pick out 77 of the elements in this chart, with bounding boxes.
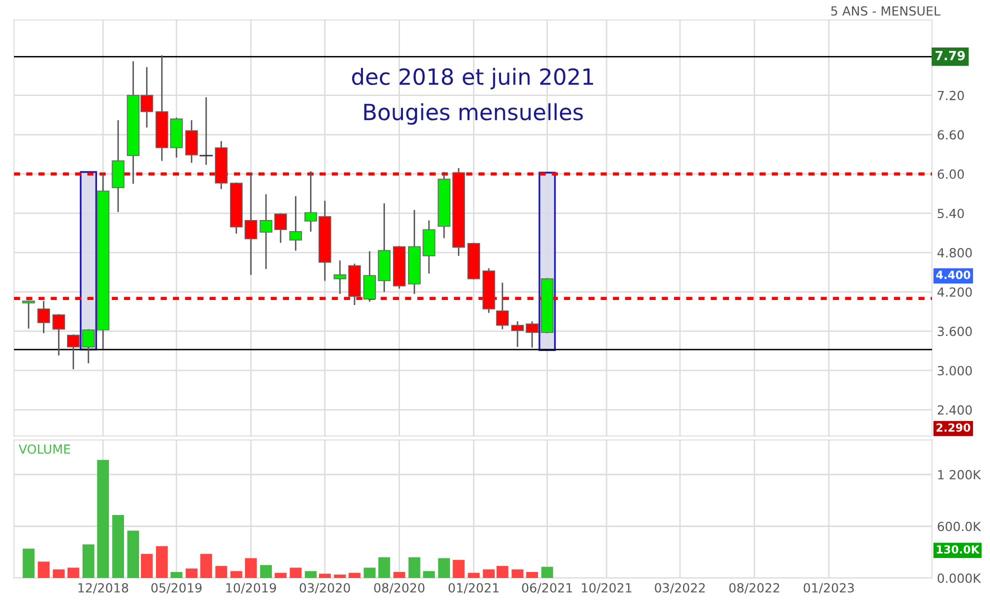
bar (512, 569, 524, 578)
bar (127, 530, 140, 578)
bar (170, 572, 182, 578)
ref-line-label: 7.79 (936, 50, 965, 60)
annotation: dec 2018 et juin 2021 (352, 68, 594, 90)
candlestick (22, 300, 35, 329)
x-tick-label: 01/2021 (448, 583, 499, 594)
text: 5 ANS - MENSUEL (831, 6, 940, 16)
y-tick-label: 7.20 (938, 90, 964, 100)
y-tick-label: 6.60 (938, 130, 964, 140)
bar (260, 565, 272, 578)
candlestick (274, 213, 287, 243)
text: 130.0K (936, 545, 980, 554)
chart-title: VOLUME (18, 444, 70, 454)
x-tick-label: 10/2021 (582, 583, 632, 594)
bar (496, 566, 508, 578)
y-tick-label: 4.200 (937, 287, 972, 297)
bar (393, 572, 406, 578)
text: 4.400 (936, 270, 970, 280)
bar (541, 566, 554, 578)
bar (97, 460, 109, 578)
bar (82, 544, 94, 578)
y-tick-label: 600.0K (938, 522, 982, 532)
bar (186, 568, 198, 578)
x-tick-label: 08/2022 (729, 583, 780, 594)
bar (215, 566, 228, 578)
bar (408, 557, 420, 578)
bar (156, 546, 168, 578)
y-tick-label: 3.000 (938, 366, 972, 376)
bar (364, 568, 376, 578)
bar (200, 554, 212, 578)
y-tick-label: 0.000K (938, 573, 982, 583)
x-tick-label: 01/2023 (804, 583, 854, 594)
x-tick-label: 06/2021 (522, 583, 572, 594)
bar (452, 560, 465, 578)
bar (230, 571, 242, 578)
annotation: Bougies mensuelles (364, 103, 583, 125)
x-tick-label: 08/2020 (374, 583, 424, 594)
candlestick (289, 196, 302, 251)
candlestick (260, 194, 272, 269)
y-tick-label: 6.00 (938, 169, 964, 179)
candlestick (52, 314, 66, 356)
bar (274, 572, 287, 578)
bar (318, 574, 331, 578)
x-tick-label: 03/2020 (300, 583, 350, 594)
bar (423, 571, 435, 578)
bar (112, 515, 124, 578)
x-tick-label: 10/2019 (226, 583, 276, 594)
y-tick-label: 5.40 (938, 208, 964, 218)
bar (22, 548, 35, 578)
bar (245, 558, 257, 578)
x-tick-label: 05/2019 (151, 583, 202, 594)
bar (468, 572, 480, 578)
bar (304, 571, 317, 578)
y-tick-label: 2.400 (938, 405, 972, 415)
candlestick (526, 321, 538, 348)
candlestick (363, 251, 376, 302)
candlestick (511, 321, 524, 347)
bar (334, 574, 346, 578)
candlestick (67, 334, 80, 370)
y-tick-label: 1 200K (938, 470, 982, 480)
x-tick-label: 12/2018 (78, 583, 128, 594)
bar (52, 569, 65, 578)
bar (438, 558, 450, 578)
y-tick-label: 4.800 (937, 248, 972, 258)
bar (526, 572, 538, 578)
bar (348, 572, 360, 578)
bar (67, 568, 80, 578)
y-tick-label: 3.600 (938, 326, 972, 336)
bar (482, 569, 495, 578)
candlestick (200, 97, 213, 165)
text: 2.290 (936, 423, 970, 432)
bar (38, 562, 50, 578)
bar (140, 554, 153, 578)
bar (378, 557, 390, 578)
bar (290, 568, 302, 578)
x-tick-label: 03/2022 (654, 583, 705, 594)
